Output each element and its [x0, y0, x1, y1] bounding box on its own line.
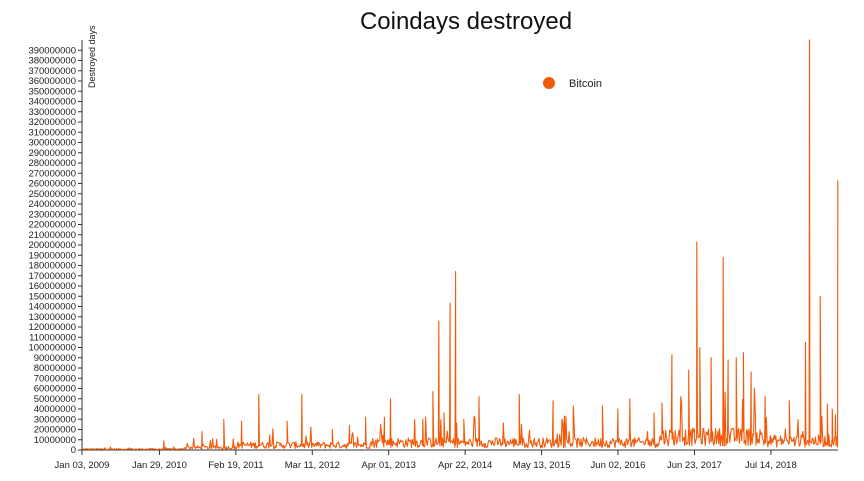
y-tick-label: 180000000: [28, 261, 76, 272]
y-tick-label: 190000000: [28, 250, 76, 261]
y-tick-label: 150000000: [28, 291, 76, 302]
legend-marker: [543, 77, 555, 89]
y-tick-label: 250000000: [28, 189, 76, 200]
legend: Bitcoin: [543, 77, 602, 90]
y-tick-label: 170000000: [28, 271, 76, 282]
y-tick-label: 290000000: [28, 148, 76, 159]
y-tick-label: 230000000: [28, 209, 76, 220]
y-tick-label: 0: [71, 445, 76, 456]
y-tick-label: 380000000: [28, 56, 76, 67]
y-tick-label: 300000000: [28, 138, 76, 149]
y-tick-label: 140000000: [28, 302, 76, 313]
y-tick-label: 130000000: [28, 312, 76, 323]
y-tick-label: 280000000: [28, 158, 76, 169]
y-axis-label: Destroyed days: [87, 25, 97, 88]
x-tick-label: May 13, 2015: [513, 460, 571, 471]
y-tick-label: 110000000: [29, 332, 76, 343]
y-tick-label: 370000000: [28, 66, 76, 77]
y-tick-label: 200000000: [28, 240, 76, 251]
y-tick-label: 350000000: [28, 86, 76, 97]
y-tick-label: 70000000: [34, 373, 76, 384]
series-layer: [82, 39, 839, 451]
y-tick-label: 20000000: [34, 425, 76, 436]
y-tick-label: 360000000: [28, 76, 76, 87]
y-tick-label: 100000000: [28, 343, 76, 354]
y-tick-label: 340000000: [28, 97, 76, 108]
y-tick-label: 270000000: [28, 168, 76, 179]
x-axis: Jan 03, 2009 Jan 29, 2010 Feb 19, 2011 Mar …: [55, 449, 838, 471]
x-tick-label: Jan 29, 2010: [132, 460, 187, 471]
y-tick-label: 60000000: [34, 384, 76, 395]
y-tick-label: 330000000: [28, 107, 76, 118]
y-tick-label: 90000000: [34, 353, 76, 364]
y-tick-label: 220000000: [28, 220, 76, 231]
x-tick-label: Jun 02, 2016: [591, 460, 646, 471]
y-tick-label: 210000000: [28, 230, 76, 241]
x-tick-label: Apr 01, 2013: [362, 460, 416, 471]
y-tick-label: 10000000: [34, 435, 76, 446]
y-tick-label: 120000000: [28, 322, 76, 333]
y-tick-label: 40000000: [34, 404, 76, 415]
x-tick-label: Feb 19, 2011: [208, 460, 263, 471]
x-tick-label: Mar 11, 2012: [285, 460, 340, 471]
y-tick-label: 240000000: [28, 199, 76, 210]
x-tick-label: Apr 22, 2014: [438, 460, 492, 471]
series-line-bitcoin: [82, 39, 839, 451]
y-tick-label: 390000000: [28, 45, 76, 56]
y-axis: 0100000002000000030000000400000005000000…: [28, 40, 83, 456]
y-tick-label: 160000000: [28, 281, 76, 292]
y-tick-label: 80000000: [34, 363, 76, 374]
x-tick-label: Jan 03, 2009: [55, 460, 110, 471]
x-tick-label: Jun 23, 2017: [667, 460, 722, 471]
y-tick-label: 320000000: [28, 117, 76, 128]
legend-label-bitcoin: Bitcoin: [569, 78, 602, 90]
y-tick-label: 260000000: [28, 179, 76, 190]
x-tick-label: Jul 14, 2018: [745, 460, 797, 471]
y-tick-label: 310000000: [28, 127, 76, 138]
y-tick-label: 50000000: [34, 394, 76, 405]
y-tick-label: 30000000: [34, 414, 76, 425]
chart-title: Coindays destroyed: [359, 8, 573, 35]
